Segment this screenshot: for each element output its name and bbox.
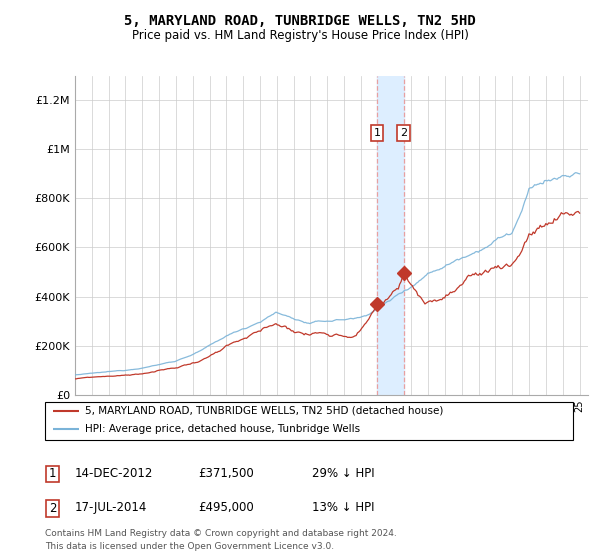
Text: 2: 2 [49, 502, 56, 515]
Text: £371,500: £371,500 [198, 466, 254, 480]
Text: 13% ↓ HPI: 13% ↓ HPI [312, 501, 374, 515]
Text: Contains HM Land Registry data © Crown copyright and database right 2024.
This d: Contains HM Land Registry data © Crown c… [45, 529, 397, 550]
Text: 17-JUL-2014: 17-JUL-2014 [75, 501, 148, 515]
Bar [377, 76, 404, 395]
Text: 1: 1 [49, 467, 56, 480]
Text: 14-DEC-2012: 14-DEC-2012 [75, 466, 154, 480]
Text: 5, MARYLAND ROAD, TUNBRIDGE WELLS, TN2 5HD: 5, MARYLAND ROAD, TUNBRIDGE WELLS, TN2 5… [124, 14, 476, 28]
Text: £495,000: £495,000 [198, 501, 254, 515]
Text: 29% ↓ HPI: 29% ↓ HPI [312, 466, 374, 480]
Text: 2: 2 [400, 128, 407, 138]
Text: Price paid vs. HM Land Registry's House Price Index (HPI): Price paid vs. HM Land Registry's House … [131, 29, 469, 42]
Text: 1: 1 [373, 128, 380, 138]
Text: HPI: Average price, detached house, Tunbridge Wells: HPI: Average price, detached house, Tunb… [85, 424, 360, 434]
Text: 5, MARYLAND ROAD, TUNBRIDGE WELLS, TN2 5HD (detached house): 5, MARYLAND ROAD, TUNBRIDGE WELLS, TN2 5… [85, 405, 443, 416]
